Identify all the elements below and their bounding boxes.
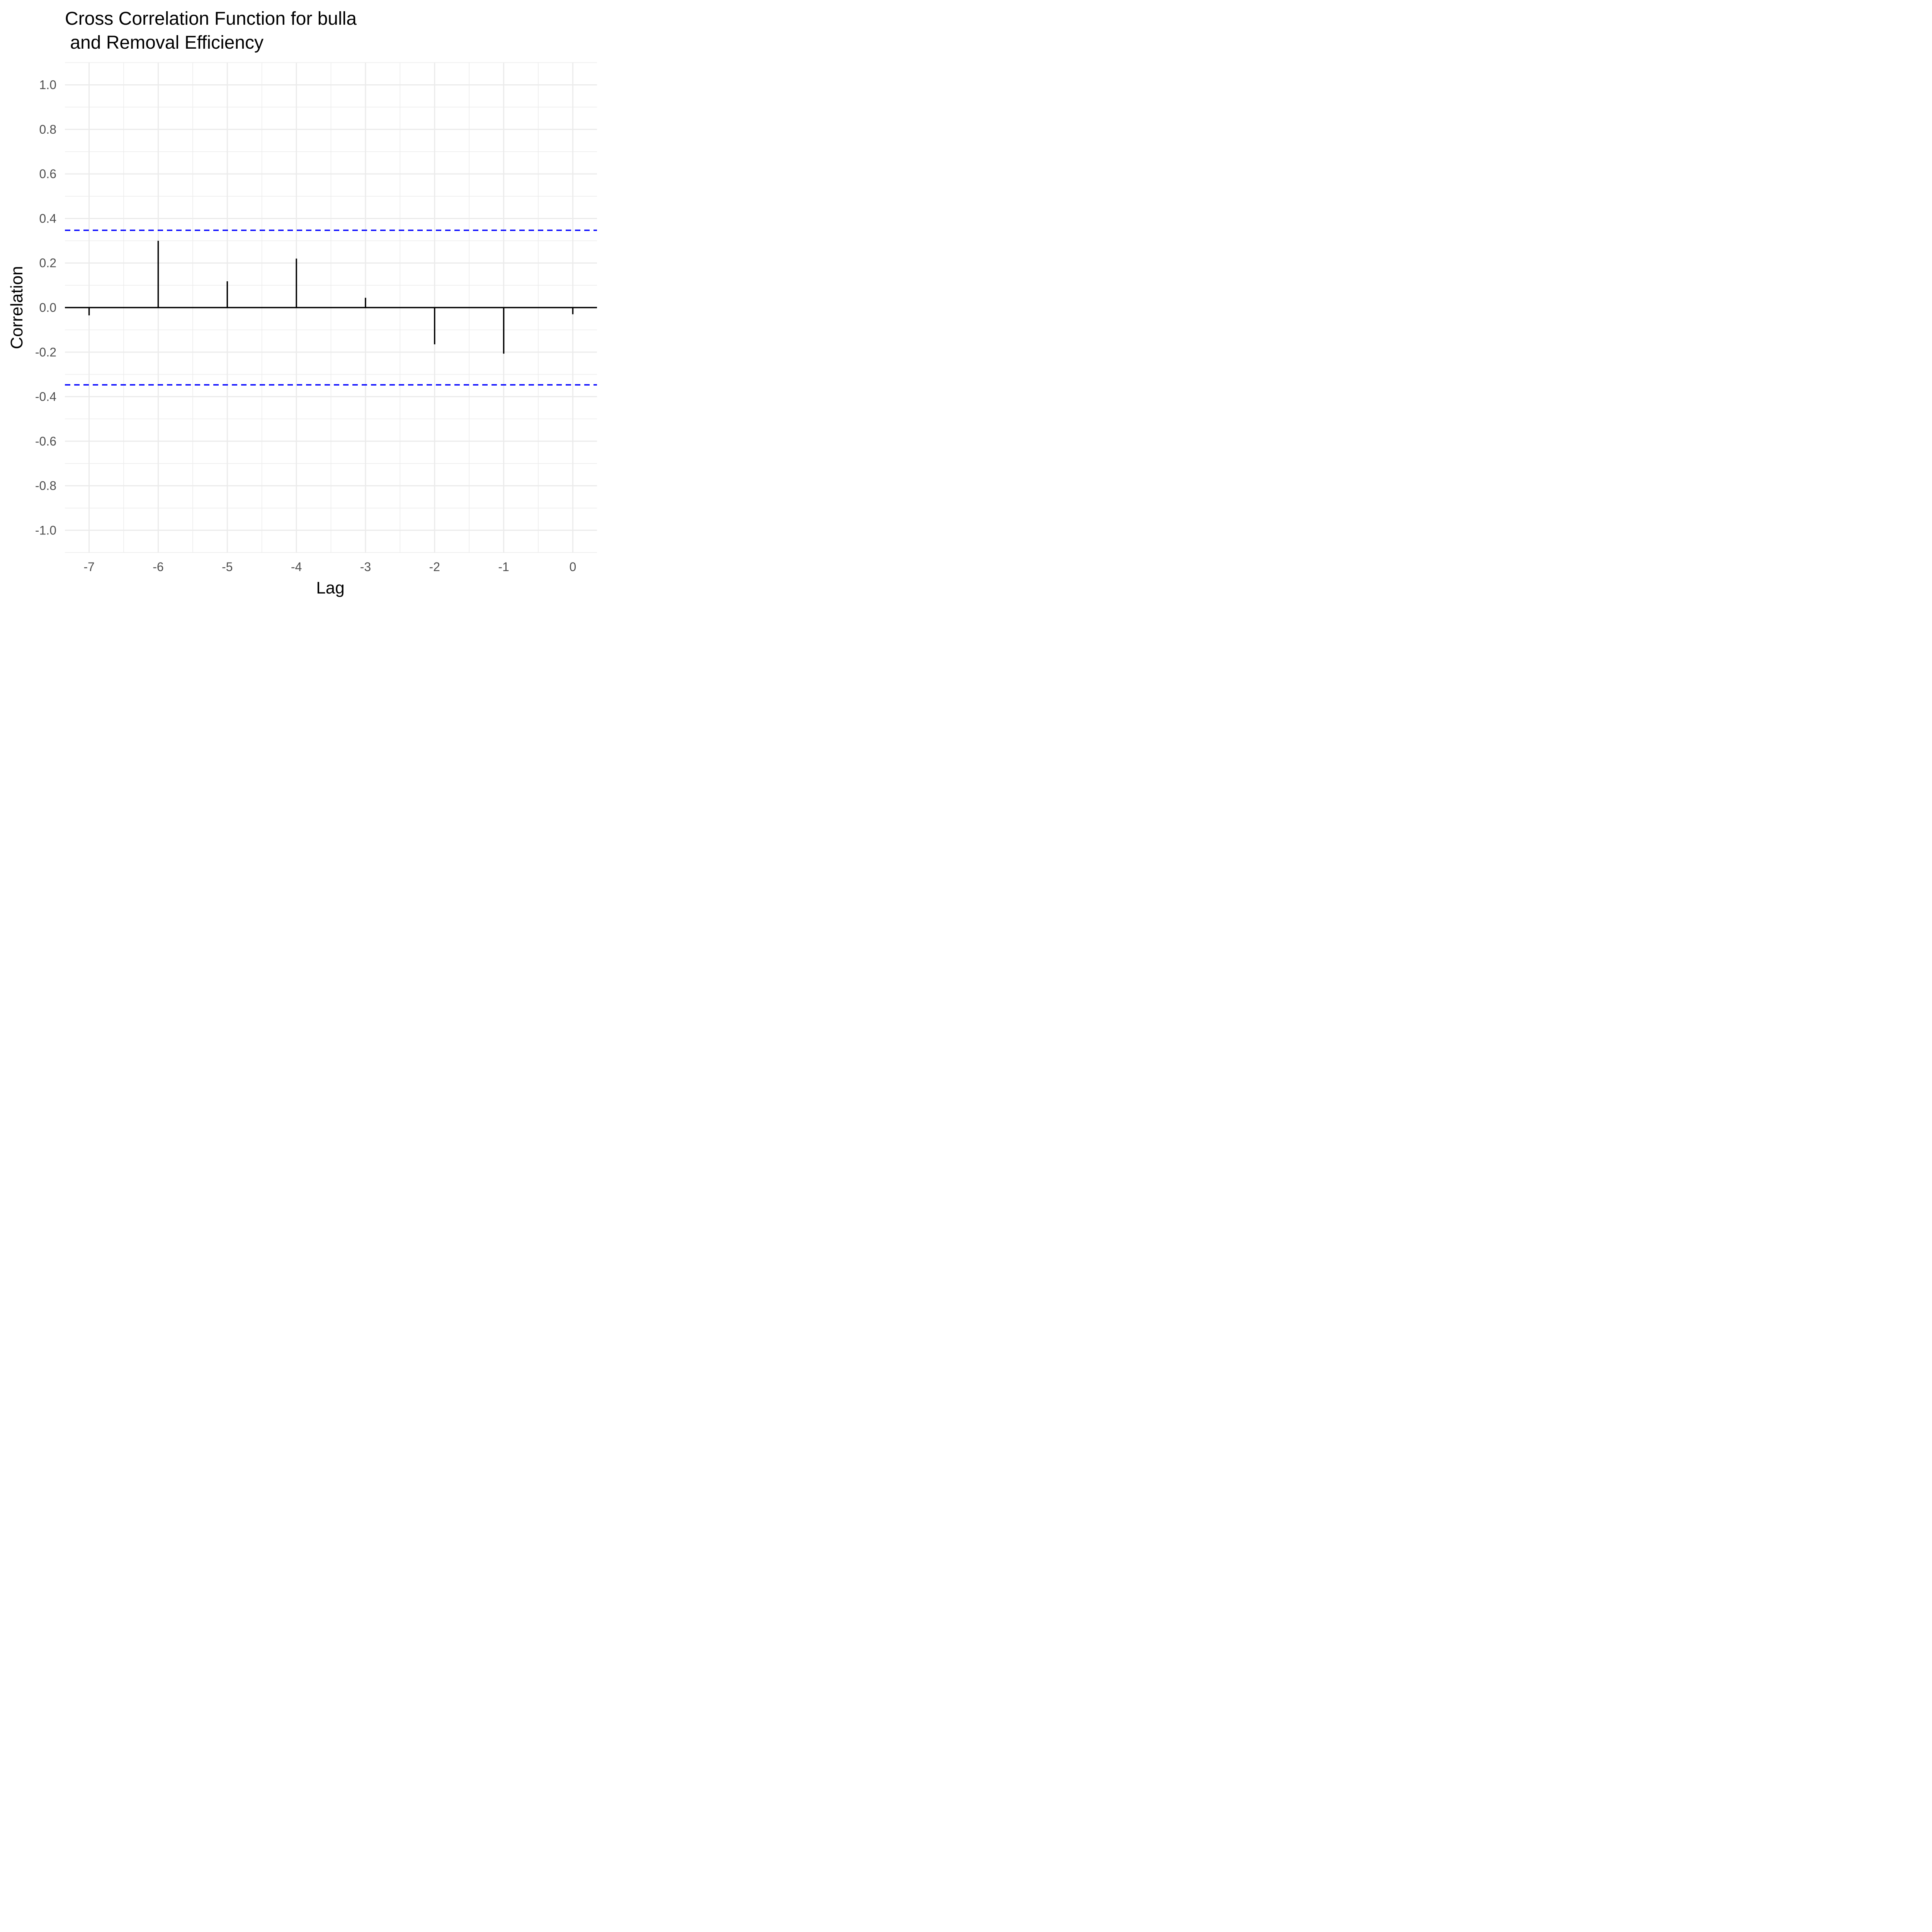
x-tick-label: 0	[570, 560, 577, 574]
y-tick-label: 0.0	[39, 301, 56, 315]
y-tick-label: 1.0	[39, 78, 56, 92]
y-tick-label: 0.8	[39, 122, 56, 136]
y-tick-label: 0.2	[39, 256, 56, 270]
x-tick-label: -1	[498, 560, 509, 574]
chart-title-line-1: Cross Correlation Function for bulla	[65, 9, 357, 29]
x-tick-label: -4	[291, 560, 302, 574]
y-tick-label: 0.6	[39, 167, 56, 181]
x-tick-label: -6	[153, 560, 163, 574]
chart-title-line-2: and Removal Efficiency	[65, 32, 264, 53]
y-tick-label: -0.4	[35, 390, 56, 404]
y-tick-label: 0.4	[39, 211, 56, 225]
cross-correlation-chart: Cross Correlation Function for bulla and…	[7, 9, 597, 597]
x-tick-label: -3	[360, 560, 371, 574]
axis-tick-labels: -7 -6 -5 -4 -3 -2 -1 0 -1.0 -0.8 -0.6 -0.4 -0.2 0.0 0.…	[35, 78, 576, 574]
confidence-bounds	[65, 230, 597, 386]
y-tick-label: -0.8	[35, 479, 56, 493]
y-tick-label: -0.6	[35, 434, 56, 448]
x-axis-title: Lag	[316, 578, 344, 597]
correlation-bars	[65, 241, 597, 354]
y-axis-title: Correlation	[7, 266, 26, 349]
x-tick-label: -5	[222, 560, 233, 574]
x-tick-label: -2	[429, 560, 440, 574]
y-tick-label: -0.2	[35, 345, 56, 359]
x-tick-label: -7	[83, 560, 94, 574]
y-tick-label: -1.0	[35, 523, 56, 537]
